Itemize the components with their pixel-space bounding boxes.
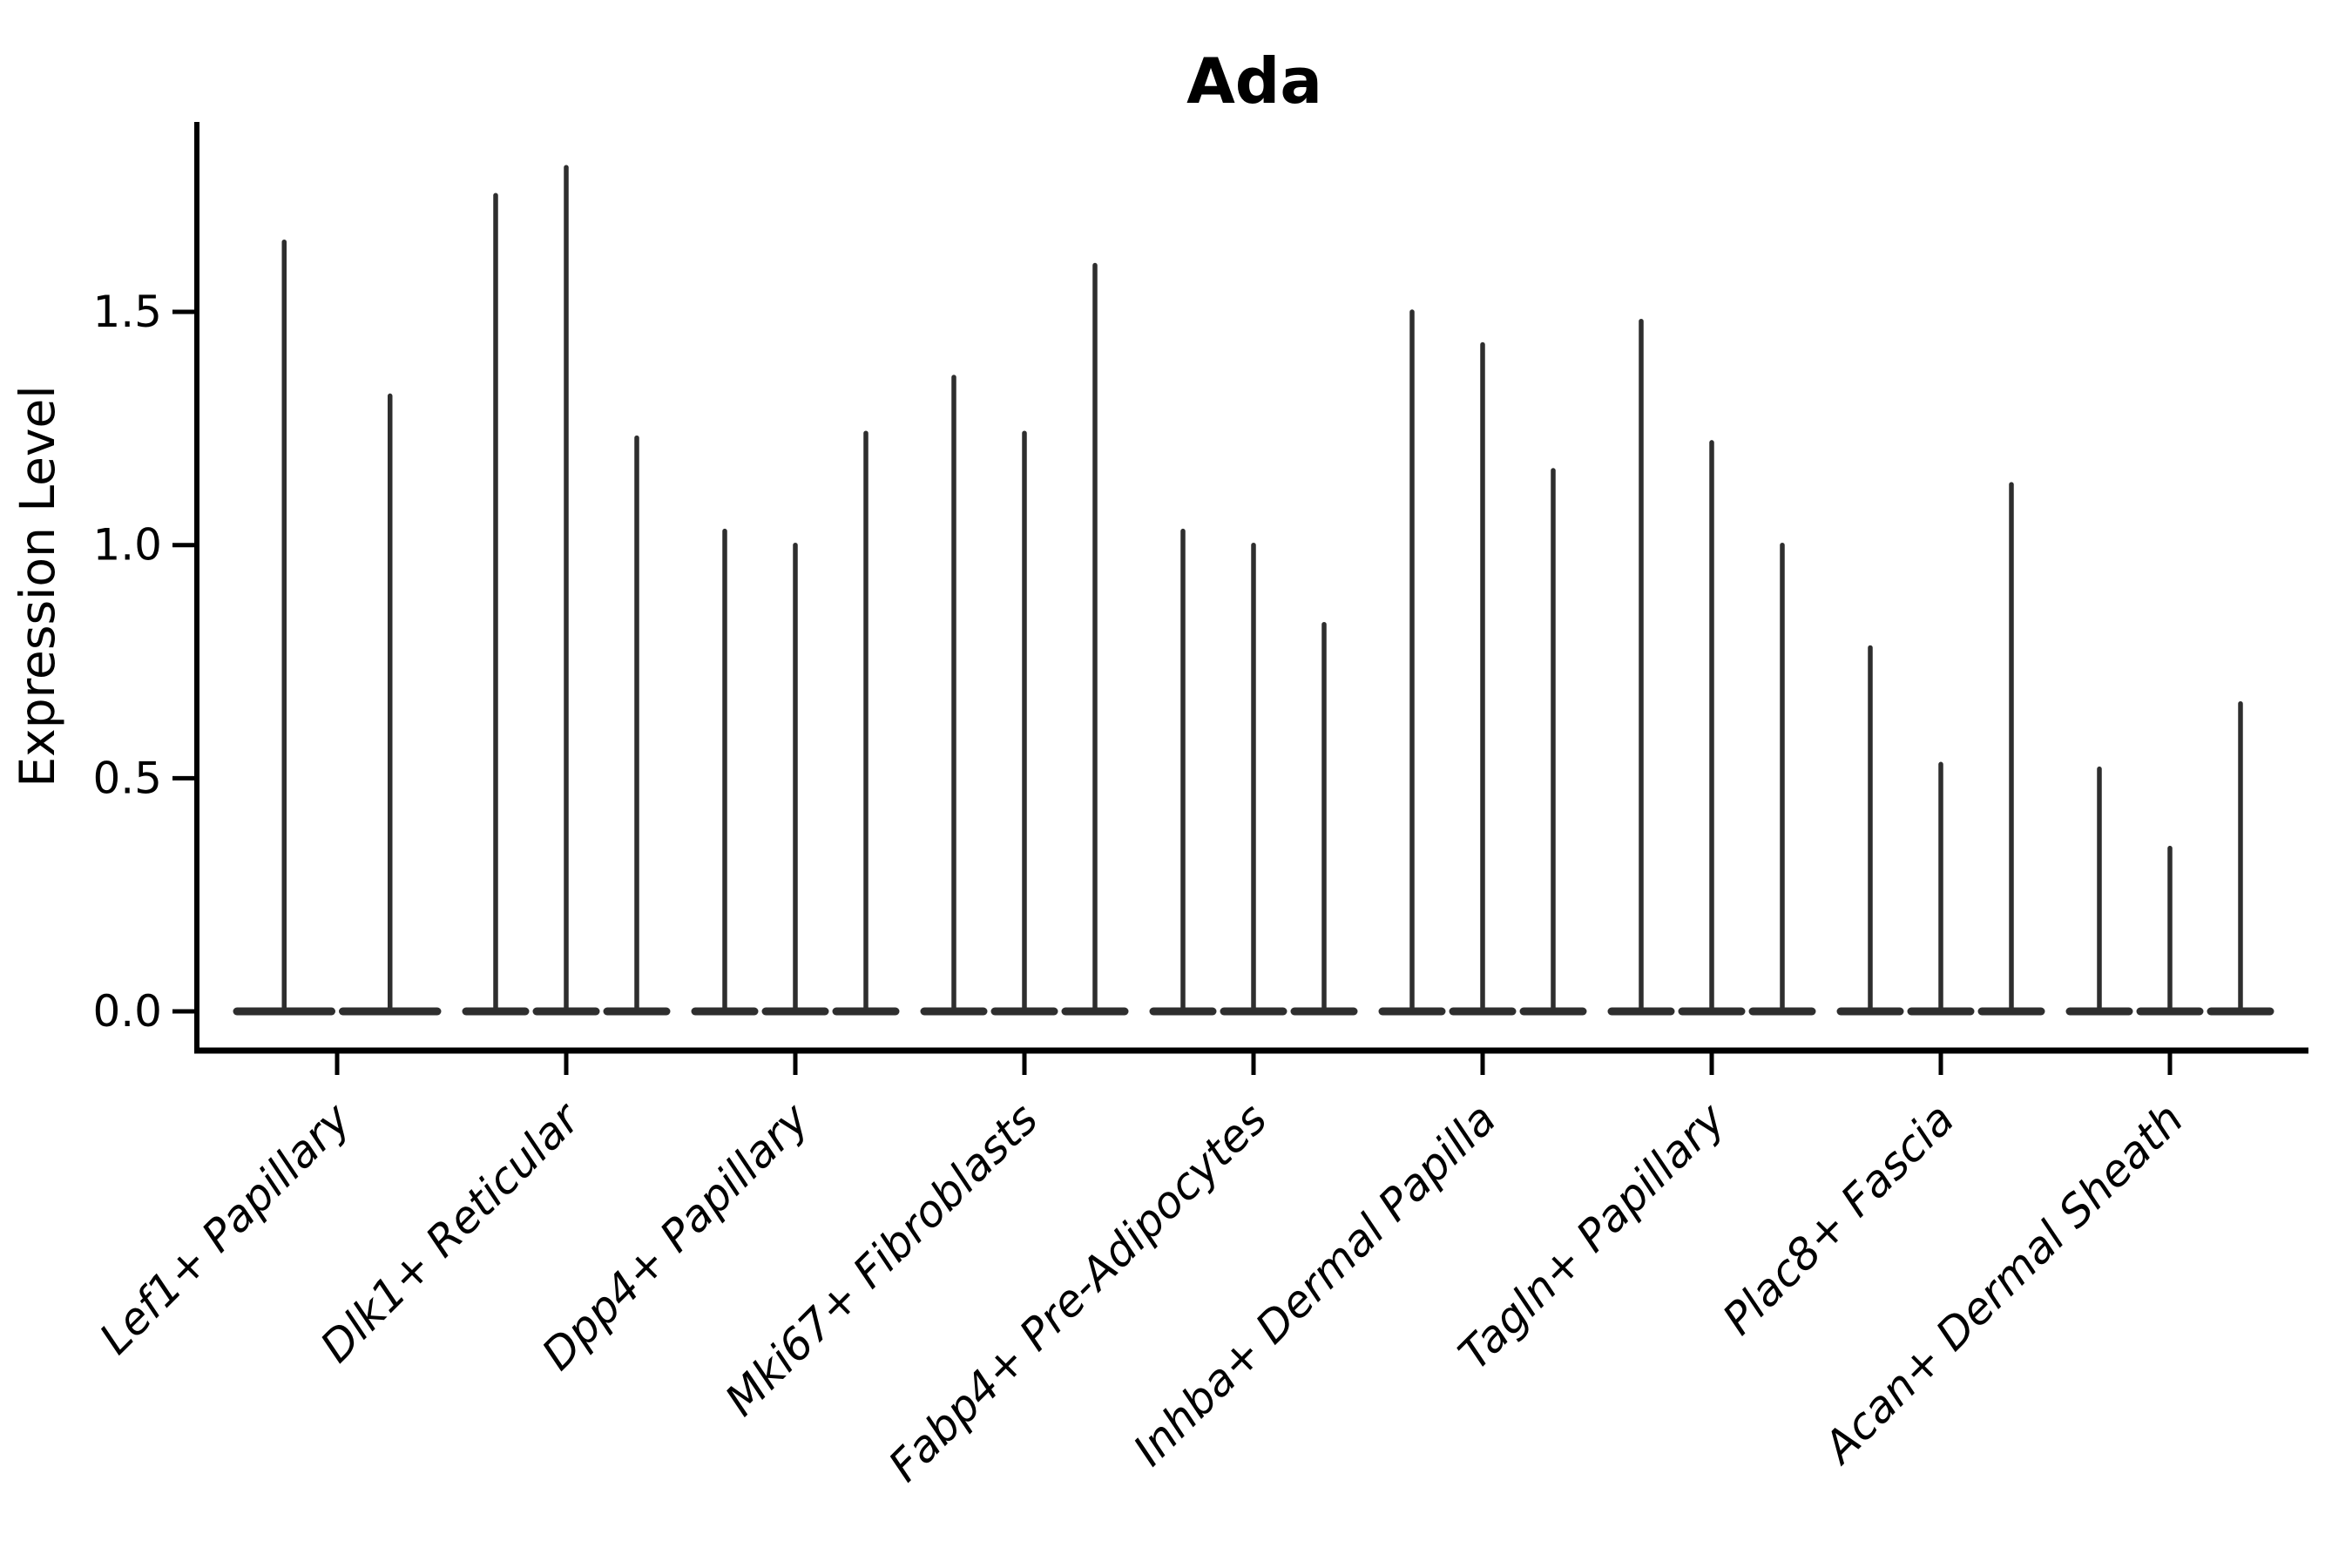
y-tick-label: 0.5 — [92, 753, 162, 803]
x-tick-label: Plac8+ Fascia — [1713, 1093, 1964, 1344]
x-tick-label: Lef1+ Papillary — [90, 1092, 361, 1363]
violin — [603, 435, 671, 1016]
violin — [1378, 309, 1446, 1016]
x-tick-label: Acan+ Dermal Sheath — [1813, 1093, 2193, 1474]
violin — [761, 542, 829, 1016]
violin — [532, 165, 600, 1016]
violin — [1061, 262, 1129, 1016]
violin — [1149, 528, 1217, 1016]
y-axis-label: Expression Level — [10, 385, 65, 787]
violin — [2136, 845, 2204, 1016]
y-tick-label: 1.0 — [92, 520, 162, 571]
violin — [2065, 766, 2133, 1016]
violin — [1977, 482, 2045, 1016]
violin — [1748, 542, 1816, 1016]
violin — [1836, 645, 1904, 1016]
violin — [339, 393, 442, 1016]
violin — [691, 528, 759, 1016]
violin — [1519, 468, 1587, 1016]
x-tick-label: Inhba+ Dermal Papilla — [1124, 1093, 1505, 1475]
chart-title: Ada — [1186, 44, 1322, 118]
violin — [1290, 621, 1358, 1016]
violin — [1678, 440, 1746, 1016]
y-tick-label: 0.0 — [92, 986, 162, 1037]
violin — [832, 430, 900, 1016]
violin — [1907, 761, 1975, 1016]
violin — [1220, 542, 1288, 1016]
violin — [233, 240, 335, 1016]
violin — [462, 193, 530, 1016]
violin-layer — [233, 165, 2274, 1016]
x-tick-label: Fabp4+ Pre-Adipocytes — [879, 1093, 1277, 1491]
violin — [2207, 700, 2274, 1016]
violin — [920, 375, 988, 1016]
violin — [1449, 341, 1517, 1016]
violin — [990, 430, 1058, 1016]
violin — [1607, 319, 1675, 1016]
y-tick-label: 1.5 — [92, 287, 162, 337]
